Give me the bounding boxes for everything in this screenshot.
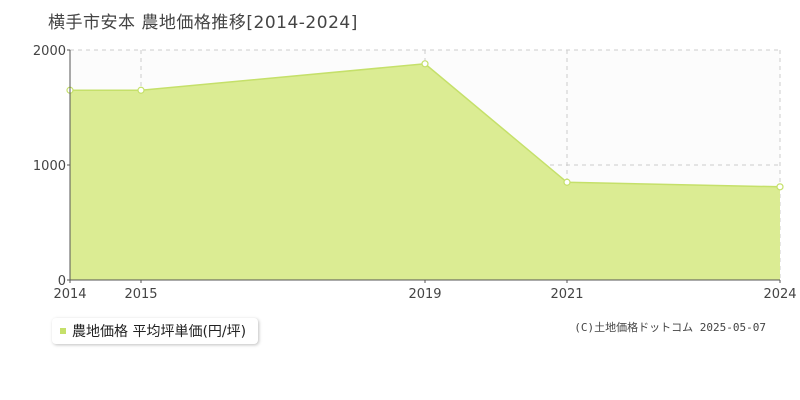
x-tick-label: 2015 [124, 287, 157, 302]
data-points [66, 60, 784, 191]
legend-label: 農地価格 平均坪単価(円/坪) [72, 324, 247, 340]
legend-swatch [60, 328, 66, 334]
x-tick-label: 2021 [550, 287, 583, 302]
y-tick-label: 2000 [33, 44, 66, 59]
x-tick-label: 2014 [53, 287, 86, 302]
data-point [776, 183, 784, 191]
y-tick-label: 0 [58, 274, 66, 289]
data-point [137, 86, 145, 94]
series-area [70, 63, 780, 280]
legend: 農地価格 平均坪単価(円/坪) [52, 318, 259, 344]
y-tick-label: 1000 [33, 159, 66, 174]
data-point [563, 178, 571, 186]
x-tick-label: 2019 [408, 287, 441, 302]
y-tick-labels: 0 1000 2000 [33, 44, 70, 289]
data-point [421, 60, 429, 68]
x-tick-labels: 2014 2015 2019 2021 2024 [53, 280, 797, 302]
chart-title: 横手市安本 農地価格推移[2014-2024] [48, 13, 358, 33]
credit-text: (C)土地価格ドットコム 2025-05-07 [574, 321, 766, 334]
x-tick-label: 2024 [763, 287, 796, 302]
